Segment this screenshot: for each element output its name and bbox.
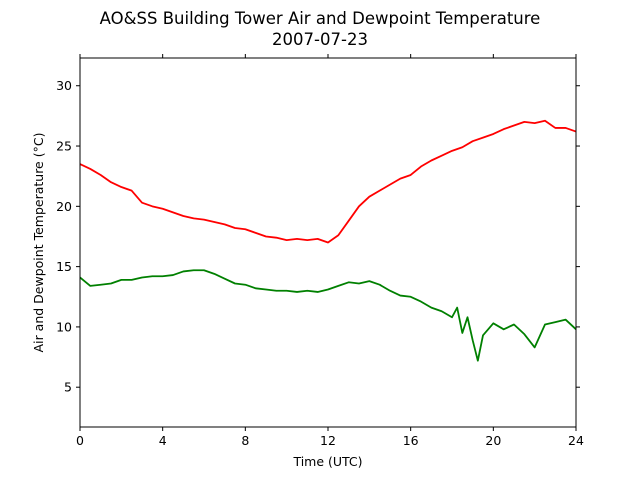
series-layer bbox=[79, 119, 577, 362]
series-line-1 bbox=[79, 269, 577, 362]
y-tick-label: 30 bbox=[56, 78, 72, 93]
x-tick-label: 4 bbox=[159, 433, 167, 448]
y-axis-label: Air and Dewpoint Temperature (°C) bbox=[31, 133, 46, 353]
y-tick-label: 20 bbox=[56, 199, 72, 214]
x-tick-label: 16 bbox=[403, 433, 419, 448]
series-line-0 bbox=[79, 119, 577, 244]
x-tick-label: 12 bbox=[320, 433, 336, 448]
x-tick-label: 0 bbox=[76, 433, 84, 448]
x-tick-label: 8 bbox=[241, 433, 249, 448]
chart-title: AO&SS Building Tower Air and Dewpoint Te… bbox=[100, 9, 541, 28]
y-tick-label: 10 bbox=[56, 319, 72, 334]
y-tick-label: 15 bbox=[56, 259, 72, 274]
plot-frame bbox=[79, 57, 577, 428]
x-axis-label: Time (UTC) bbox=[292, 454, 362, 469]
chart-subtitle: 2007-07-23 bbox=[272, 30, 368, 49]
x-tick-label: 20 bbox=[485, 433, 501, 448]
ticks-layer: 0 4 8 12 16 20 24 5 10 15 20 25 30 bbox=[56, 54, 584, 448]
y-tick-label: 5 bbox=[64, 380, 72, 395]
y-tick-label: 25 bbox=[56, 139, 72, 154]
x-tick-label: 24 bbox=[568, 433, 584, 448]
